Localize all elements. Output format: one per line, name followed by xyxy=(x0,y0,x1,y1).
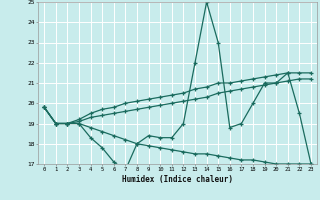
X-axis label: Humidex (Indice chaleur): Humidex (Indice chaleur) xyxy=(122,175,233,184)
